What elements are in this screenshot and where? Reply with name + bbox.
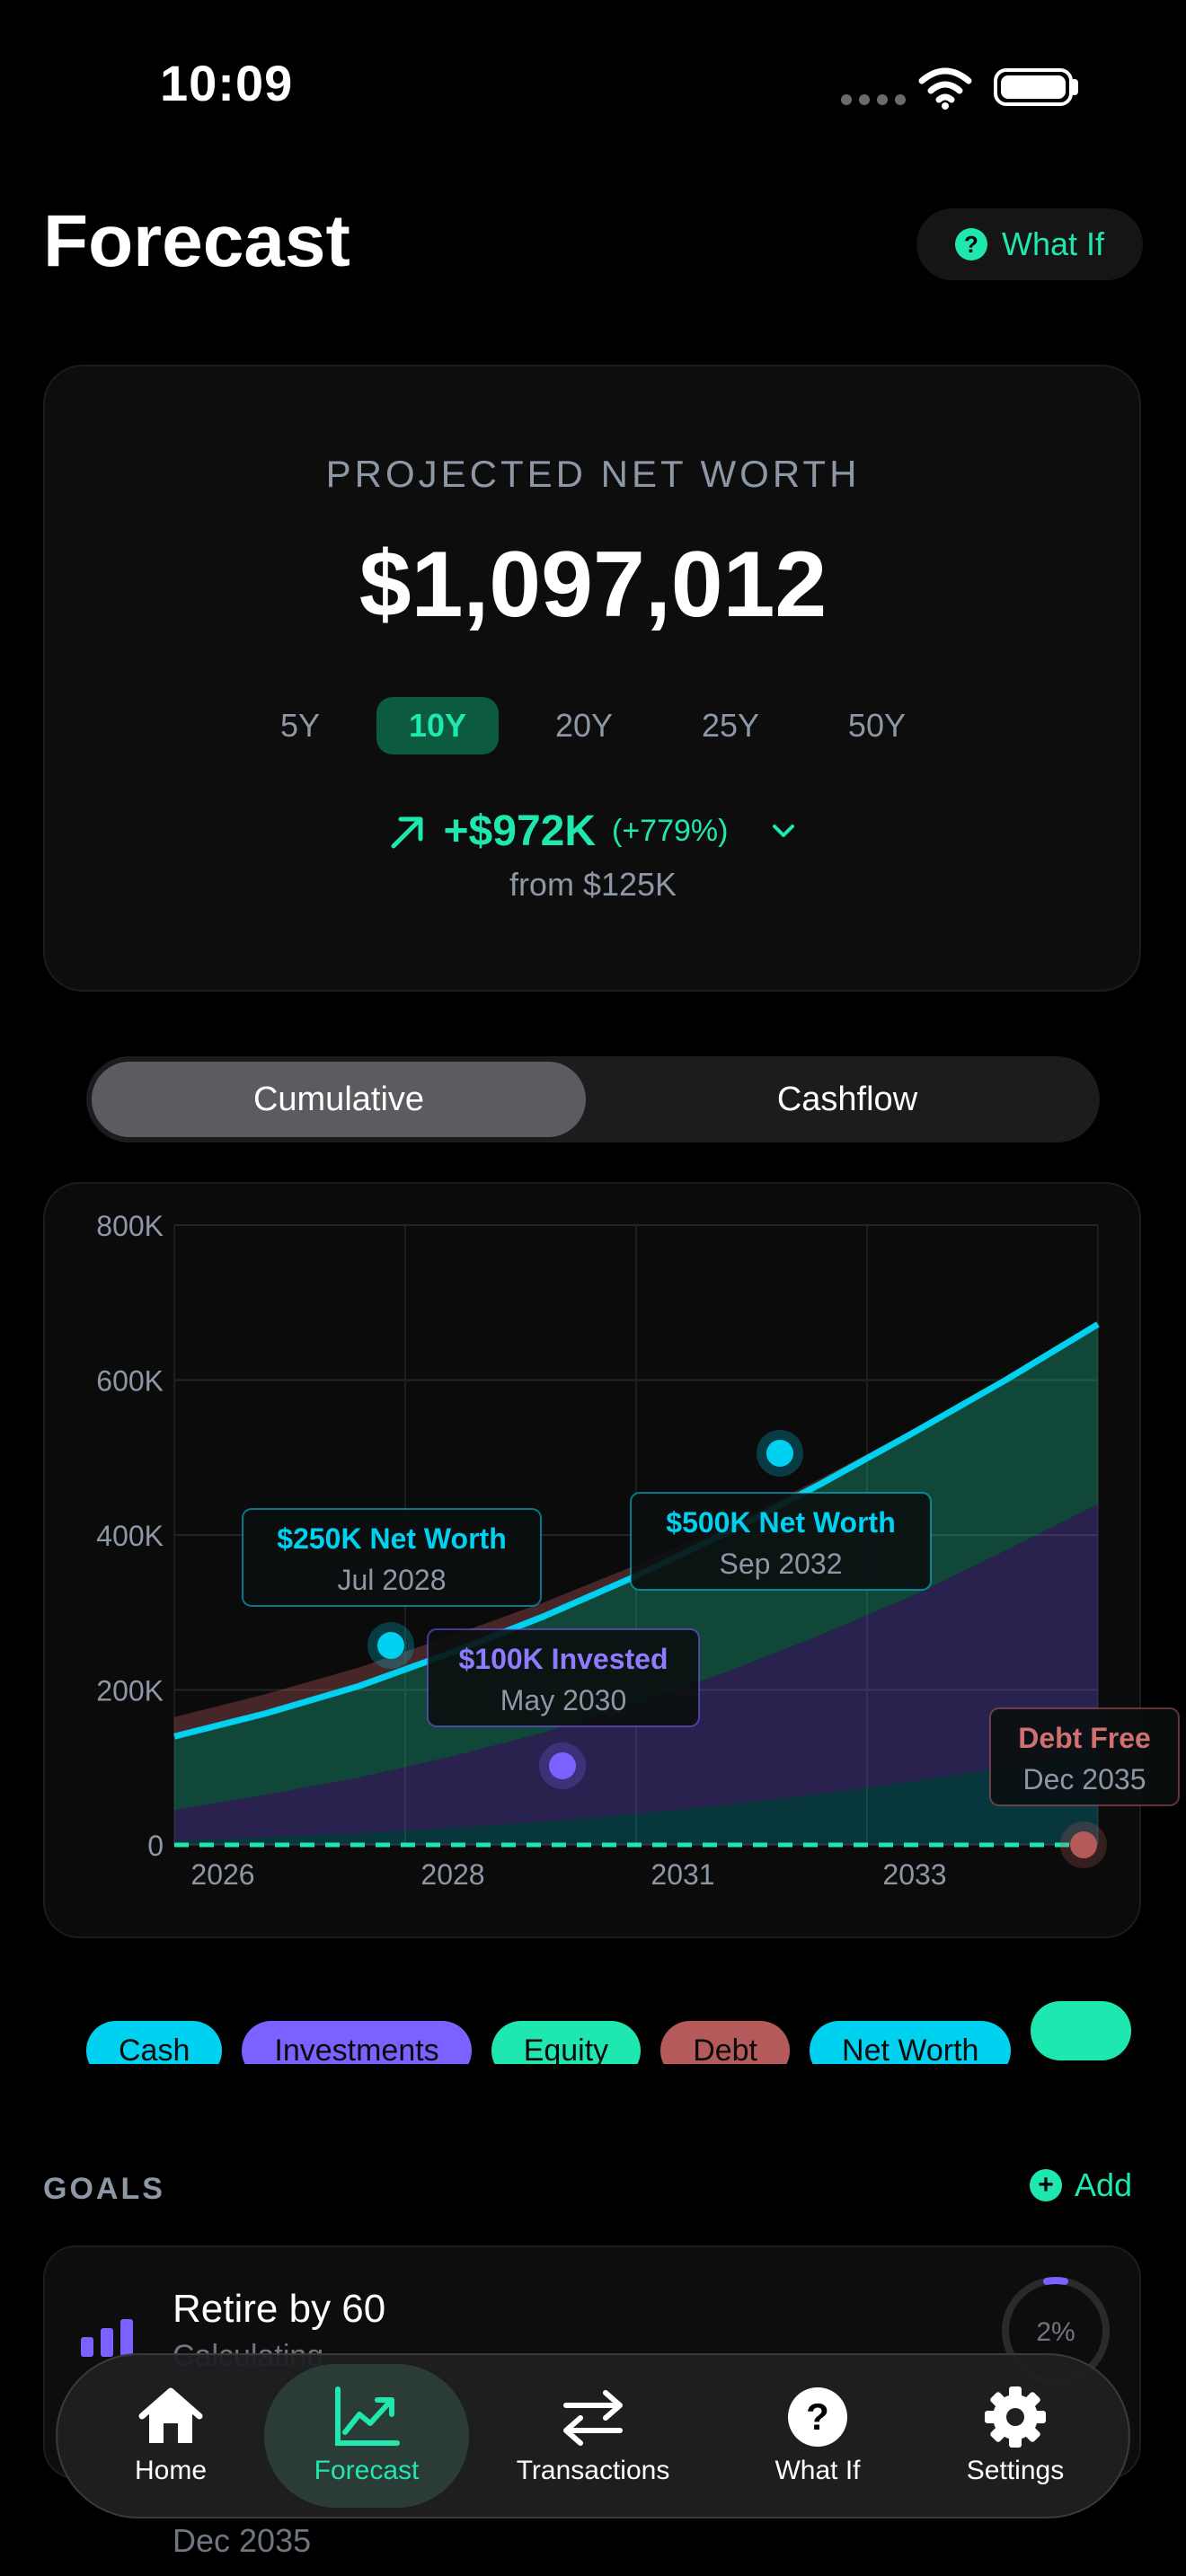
battery-icon — [994, 68, 1073, 106]
forecast-chart[interactable]: 800K 600K 400K 200K 0 2026 2028 2031 2033 $250K… — [0, 0, 1186, 1976]
tab-transactions-label: Transactions — [516, 2456, 670, 2485]
range-25y[interactable]: 25Y — [701, 707, 759, 744]
change-amount: +$972K — [443, 807, 596, 855]
legend-pill-cash[interactable]: Cash — [86, 2021, 223, 2064]
tab-forecast[interactable]: Forecast — [264, 2364, 469, 2508]
milestone-dot — [1070, 1831, 1097, 1858]
milestone-callout — [242, 1508, 542, 1607]
tab-cumulative[interactable]: Cumulative — [92, 1062, 586, 1137]
x-tick-label: 2026 — [190, 1858, 254, 1891]
what-if-button[interactable]: ? What If — [916, 208, 1143, 280]
range-selector: 5Y 10Y 20Y 25Y 50Y — [248, 697, 938, 754]
milestone-dot — [549, 1752, 576, 1779]
milestone-date: Sep 2032 — [719, 1548, 842, 1580]
legend-pill-investments[interactable]: Investments — [242, 2021, 472, 2064]
what-if-label: What If — [1001, 225, 1105, 262]
legend-pills: Cash Investments Equity Debt Net Worth — [86, 2001, 1141, 2064]
milestone-dot — [766, 1440, 793, 1467]
goal-progress-text: 2% — [1036, 2317, 1075, 2347]
legend-pill-debt[interactable]: Debt — [660, 2021, 791, 2064]
change-summary[interactable]: +$972K (+779%) — [0, 807, 1186, 856]
question-icon: ? — [954, 228, 987, 260]
y-tick-label: 200K — [96, 1675, 164, 1707]
chevron-down-icon — [773, 824, 795, 837]
range-5y[interactable]: 5Y — [280, 707, 321, 744]
goals-heading: GOALS — [43, 2172, 165, 2206]
range-50y[interactable]: 50Y — [847, 707, 906, 744]
arrows-exchange-icon — [563, 2390, 623, 2446]
milestone-callout — [989, 1707, 1180, 1806]
y-tick-label: 0 — [147, 1830, 164, 1862]
cash-area — [174, 1751, 1098, 1845]
x-tick-label: 2033 — [882, 1858, 946, 1891]
goal-2-subtitle: Dec 2035 — [173, 2522, 312, 2559]
goal-title: Retire by 60 — [173, 2287, 386, 2331]
wifi-icon — [918, 67, 972, 110]
gear-icon — [985, 2386, 1046, 2448]
milestone-date: May 2030 — [500, 1684, 627, 1716]
y-tick-label: 800K — [96, 1210, 164, 1242]
milestone-date: Dec 2035 — [1023, 1763, 1146, 1795]
tab-home-label: Home — [134, 2456, 208, 2485]
x-tick-label: 2031 — [651, 1858, 714, 1891]
page-title: Forecast — [43, 200, 350, 282]
range-20y[interactable]: 20Y — [554, 707, 614, 744]
tab-settings-label: Settings — [966, 2456, 1065, 2485]
milestone-callout — [427, 1628, 700, 1727]
milestone-callout — [630, 1492, 932, 1591]
projection-card — [43, 365, 1141, 992]
add-goal-label: Add — [1075, 2166, 1133, 2203]
milestone-title: $100K Invested — [458, 1643, 668, 1675]
tab-settings[interactable]: Settings — [934, 2364, 1096, 2508]
tab-forecast-label: Forecast — [314, 2456, 420, 2485]
debt-area — [174, 1324, 1098, 1737]
cellular-signal-icon — [841, 93, 913, 105]
chart-line-icon — [335, 2386, 400, 2446]
tab-bar — [56, 2353, 1130, 2519]
question-circle-icon: ? — [788, 2387, 847, 2447]
milestone-title: Debt Free — [1018, 1722, 1151, 1754]
y-tick-label: 600K — [96, 1365, 164, 1398]
equity-area — [174, 1324, 1098, 1811]
milestone-title: $500K Net Worth — [666, 1506, 895, 1539]
tab-cashflow[interactable]: Cashflow — [776, 1080, 918, 1118]
tab-transactions[interactable]: Transactions — [503, 2364, 683, 2508]
status-time: 10:09 — [160, 55, 294, 111]
x-tick-label: 2028 — [420, 1858, 484, 1891]
projected-net-worth-value: $1,097,012 — [358, 533, 828, 637]
arrow-up-right-icon — [391, 816, 423, 848]
plus-icon: + — [1030, 2169, 1062, 2201]
legend-pill-equity[interactable]: Equity — [491, 2021, 642, 2064]
projected-net-worth-label: PROJECTED NET WORTH — [325, 453, 861, 495]
tab-home[interactable]: Home — [102, 2364, 239, 2508]
y-tick-label: 400K — [96, 1520, 164, 1552]
svg-text:?: ? — [806, 2395, 829, 2438]
range-10y[interactable]: 10Y — [376, 697, 500, 754]
milestone-title: $250K Net Worth — [277, 1522, 506, 1555]
milestone-dot — [377, 1632, 404, 1659]
milestone-date: Jul 2028 — [338, 1564, 447, 1596]
chart-card — [43, 1182, 1141, 1938]
legend-pill-more[interactable] — [1031, 2001, 1132, 2060]
add-goal-button[interactable]: + Add — [1030, 2166, 1132, 2204]
view-toggle: Cumulative Cashflow — [86, 1056, 1100, 1142]
tab-what-if[interactable]: ? What If — [737, 2364, 898, 2508]
house-icon — [138, 2387, 203, 2443]
tab-what-if-label: What If — [774, 2456, 861, 2485]
battery-cap — [1073, 79, 1078, 95]
legend-pill-net-worth[interactable]: Net Worth — [810, 2021, 1012, 2064]
change-from: from $125K — [509, 866, 677, 903]
investments-area — [174, 1504, 1098, 1841]
bar-chart-icon — [81, 2319, 133, 2357]
change-percent: (+779%) — [612, 814, 729, 848]
